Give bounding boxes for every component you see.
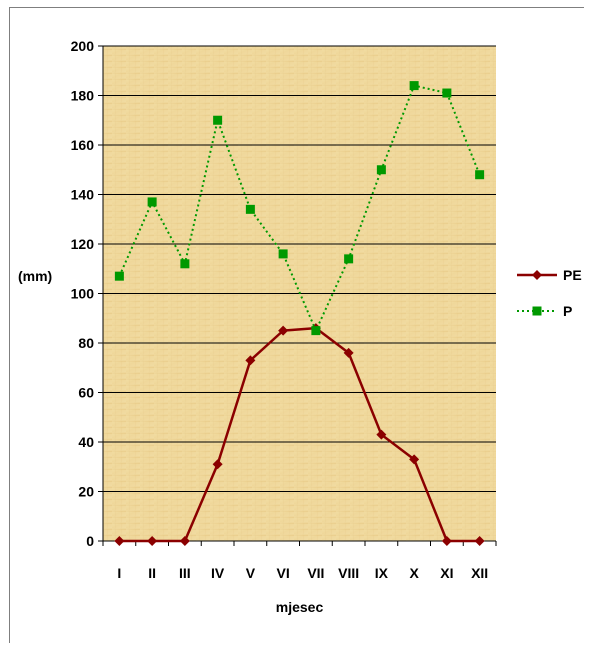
data-point — [442, 88, 452, 98]
x-tick-label: III — [179, 565, 191, 581]
data-point — [409, 454, 420, 465]
x-tick-label: II — [148, 565, 156, 581]
y-tick-label: 40 — [78, 434, 94, 450]
x-tick-label: I — [117, 565, 121, 581]
data-point — [212, 459, 223, 470]
data-point — [147, 536, 158, 546]
x-tick-label: VIII — [338, 565, 359, 581]
y-tick-label: 180 — [71, 88, 95, 104]
data-point — [311, 326, 321, 336]
data-point — [278, 249, 288, 259]
data-point — [344, 254, 354, 264]
data-point — [409, 81, 419, 91]
legend-marker — [532, 270, 542, 280]
legend: PE P — [517, 267, 582, 319]
data-point — [179, 536, 190, 546]
legend-label: P — [563, 303, 572, 319]
x-axis-label: mjesec — [276, 599, 324, 615]
x-tick-label: VII — [307, 565, 324, 581]
legend-item: P — [517, 303, 572, 319]
y-tick-label: 60 — [78, 385, 94, 401]
series-pe — [114, 323, 485, 546]
chart-frame — [9, 7, 584, 643]
data-point — [245, 355, 256, 366]
data-point — [441, 536, 452, 546]
data-point — [475, 170, 485, 180]
y-tick-label: 0 — [86, 533, 94, 549]
x-tick-label: X — [409, 565, 419, 581]
series-line — [118, 84, 481, 332]
data-point — [376, 165, 386, 175]
data-point — [278, 325, 289, 336]
y-tick-label: 20 — [78, 484, 94, 500]
x-axis: I II III IV V VI VII VIII IX X XI XII — [102, 540, 497, 581]
data-point — [147, 197, 157, 207]
y-tick-label: 160 — [71, 137, 95, 153]
y-tick-label: 140 — [71, 187, 95, 203]
y-tick-label: 80 — [78, 335, 94, 351]
data-point — [114, 271, 124, 281]
y-tick-label: 120 — [71, 236, 95, 252]
data-point — [343, 347, 354, 358]
x-tick-label: IV — [211, 565, 225, 581]
data-point — [114, 536, 125, 546]
legend-marker — [532, 306, 542, 316]
data-point — [474, 536, 485, 546]
y-axis: 0 20 40 60 80 100 120 140 160 180 200 — [71, 38, 104, 549]
legend-item: PE — [517, 267, 582, 283]
x-tick-label: XI — [440, 565, 453, 581]
x-tick-label: IX — [375, 565, 389, 581]
series-p — [114, 81, 485, 336]
y-tick-label: 100 — [71, 286, 95, 302]
y-axis-label: (mm) — [18, 268, 52, 284]
data-point — [180, 259, 190, 269]
gridlines — [103, 45, 496, 492]
y-tick-label: 200 — [71, 38, 95, 54]
series-layer — [114, 81, 485, 546]
x-tick-label: V — [246, 565, 256, 581]
series-line — [119, 326, 480, 543]
x-tick-label: XII — [471, 565, 488, 581]
data-point — [376, 429, 387, 440]
data-point — [245, 204, 255, 214]
x-tick-label: VI — [277, 565, 290, 581]
legend-label: PE — [563, 267, 582, 283]
data-point — [213, 115, 223, 125]
